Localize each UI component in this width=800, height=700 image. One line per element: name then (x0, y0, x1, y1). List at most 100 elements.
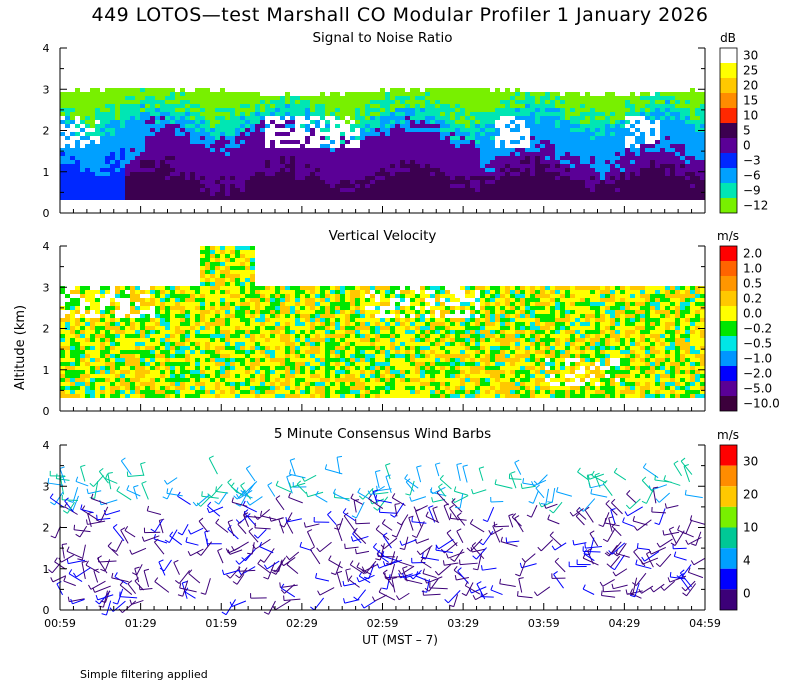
heatmap-cell (355, 168, 360, 172)
heatmap-cell (485, 88, 490, 92)
heatmap-cell (245, 188, 250, 192)
heatmap-cell (200, 96, 205, 100)
heatmap-cell (240, 266, 245, 270)
heatmap-cell (80, 168, 85, 172)
heatmap-cell (395, 180, 400, 184)
heatmap-cell (465, 176, 470, 180)
heatmap-cell (70, 306, 75, 310)
heatmap-cell (75, 148, 80, 152)
heatmap-cell (110, 326, 115, 330)
heatmap-cell (535, 148, 540, 152)
heatmap-cell (370, 192, 375, 196)
heatmap-cell (335, 184, 340, 188)
heatmap-cell (475, 156, 480, 160)
heatmap-cell (135, 358, 140, 362)
heatmap-cell (285, 184, 290, 188)
heatmap-cell (65, 370, 70, 374)
heatmap-cell (190, 290, 195, 294)
heatmap-cell (475, 100, 480, 104)
heatmap-cell (250, 310, 255, 314)
heatmap-cell (190, 346, 195, 350)
heatmap-cell (610, 172, 615, 176)
heatmap-cell (515, 192, 520, 196)
heatmap-cell (290, 100, 295, 104)
heatmap-cell (550, 136, 555, 140)
heatmap-cell (170, 366, 175, 370)
heatmap-cell (155, 160, 160, 164)
heatmap-cell (75, 176, 80, 180)
heatmap-cell (205, 196, 210, 200)
heatmap-cell (200, 270, 205, 274)
heatmap-cell (75, 286, 80, 290)
heatmap-cell (170, 322, 175, 326)
heatmap-cell (460, 188, 465, 192)
heatmap-cell (145, 168, 150, 172)
heatmap-cell (200, 262, 205, 266)
heatmap-cell (245, 298, 250, 302)
heatmap-cell (295, 330, 300, 334)
heatmap-cell (310, 140, 315, 144)
heatmap-cell (165, 160, 170, 164)
heatmap-cell (285, 136, 290, 140)
heatmap-cell (440, 192, 445, 196)
heatmap-cell (525, 100, 530, 104)
heatmap-cell (225, 168, 230, 172)
heatmap-cell (420, 132, 425, 136)
heatmap-cell (230, 362, 235, 366)
heatmap-cell (630, 132, 635, 136)
heatmap-cell (660, 120, 665, 124)
heatmap-cell (215, 286, 220, 290)
heatmap-cell (185, 112, 190, 116)
heatmap-cell (435, 172, 440, 176)
heatmap-cell (315, 132, 320, 136)
heatmap-cell (630, 152, 635, 156)
heatmap-cell (600, 188, 605, 192)
heatmap-cell (250, 180, 255, 184)
heatmap-cell (575, 148, 580, 152)
heatmap-cell (405, 112, 410, 116)
heatmap-cell (690, 124, 695, 128)
heatmap-cell (455, 92, 460, 96)
heatmap-cell (630, 128, 635, 132)
heatmap-cell (275, 370, 280, 374)
heatmap-cell (110, 100, 115, 104)
heatmap-cell (375, 112, 380, 116)
heatmap-cell (255, 330, 260, 334)
heatmap-cell (620, 132, 625, 136)
heatmap-cell (100, 180, 105, 184)
heatmap-cell (200, 172, 205, 176)
heatmap-cell (295, 334, 300, 338)
heatmap-cell (445, 172, 450, 176)
heatmap-cell (690, 184, 695, 188)
heatmap-cell (110, 382, 115, 386)
heatmap-cell (155, 136, 160, 140)
heatmap-cell (210, 306, 215, 310)
heatmap-cell (240, 132, 245, 136)
heatmap-cell (480, 196, 485, 200)
heatmap-cell (590, 96, 595, 100)
heatmap-cell (285, 96, 290, 100)
heatmap-cell (455, 180, 460, 184)
heatmap-cell (255, 326, 260, 330)
heatmap-cell (415, 104, 420, 108)
heatmap-cell (525, 196, 530, 200)
heatmap-cell (85, 140, 90, 144)
heatmap-cell (100, 366, 105, 370)
heatmap-cell (265, 310, 270, 314)
heatmap-cell (335, 108, 340, 112)
heatmap-cell (250, 104, 255, 108)
heatmap-cell (150, 374, 155, 378)
heatmap-cell (170, 326, 175, 330)
heatmap-cell (225, 116, 230, 120)
heatmap-cell (225, 156, 230, 160)
heatmap-cell (60, 370, 65, 374)
heatmap-cell (215, 184, 220, 188)
heatmap-cell (240, 192, 245, 196)
heatmap-cell (230, 112, 235, 116)
heatmap-cell (275, 152, 280, 156)
heatmap-cell (560, 96, 565, 100)
heatmap-cell (250, 338, 255, 342)
heatmap-cell (450, 108, 455, 112)
heatmap-cell (205, 108, 210, 112)
heatmap-cell (550, 168, 555, 172)
